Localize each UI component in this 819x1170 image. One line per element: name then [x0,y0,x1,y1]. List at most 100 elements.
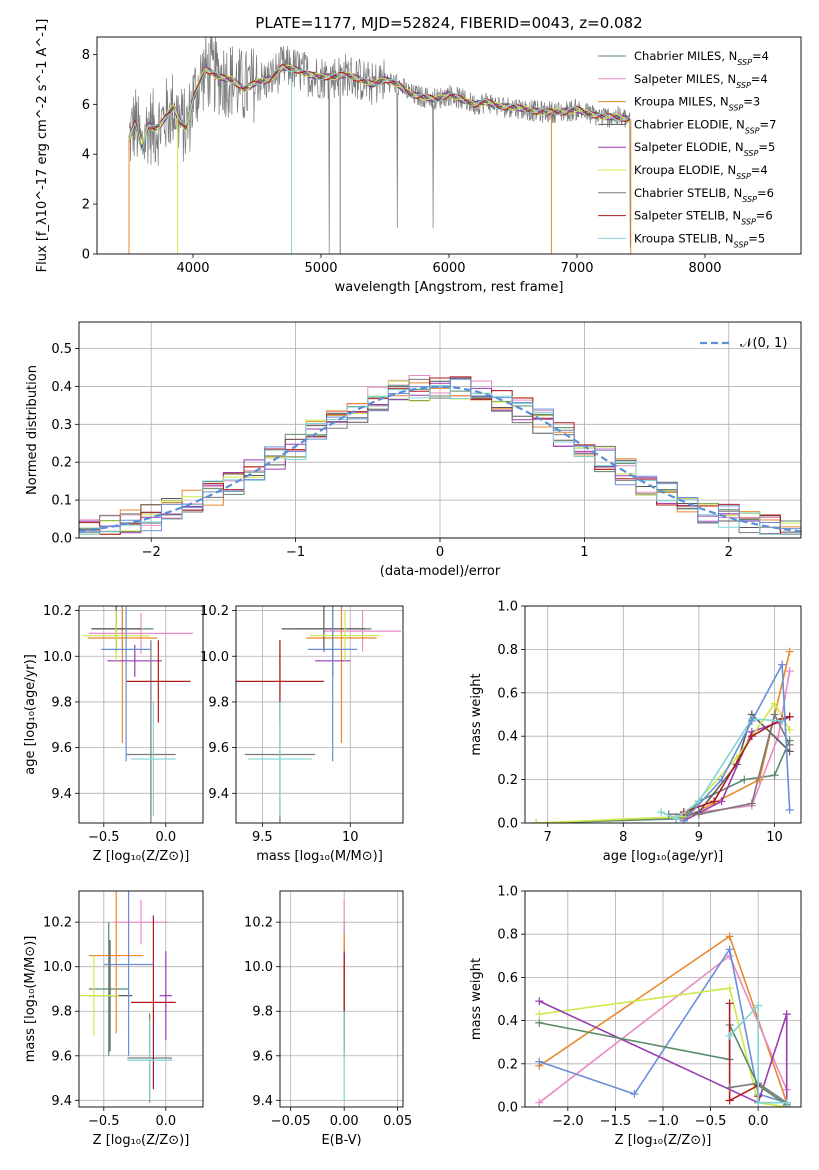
x-tick-label: 2 [725,545,733,560]
x-tick-label: −0.5 [88,1114,120,1129]
error-bar-point [101,606,151,762]
ticks: −0.5 0.0 9.4 9.6 9.8 10.0 10.2 [43,916,176,1129]
y-tick-label: 4 [82,148,90,163]
weight-marker [725,945,734,954]
weight-marker [717,775,726,784]
legend-subscript: SSP [729,103,744,112]
y-tick-label: 9.6 [252,1049,273,1064]
legend-value: =7 [760,117,777,131]
weight-marker [785,805,794,814]
x-axis-label: wavelength [Angstrom, rest frame] [335,280,564,295]
plot-area [82,606,194,823]
y-tick-label: 0.1 [51,494,72,509]
x-tick-label: 7 [544,830,552,845]
error-bar-point [88,891,144,1034]
legend-label: Chabrier MILES, NSSP=4 [634,49,769,67]
y-tick-label: 10.2 [43,916,72,931]
weight-marker [725,999,734,1008]
error-bar-point [131,701,176,817]
weight-marker [747,732,756,741]
y-tick-label: 0.8 [497,643,518,658]
axes-frame [78,890,204,1108]
weight-marker [782,1098,791,1107]
axes-frame [235,605,404,824]
error-bar-point [308,606,358,762]
weight-marker [694,810,703,819]
weight-series-line [539,987,787,1107]
x-tick-label: −1.5 [600,1114,632,1129]
x-axis-label: age [log₁₀(age/yr)] [603,849,724,864]
y-tick-label: 10.0 [43,650,72,665]
legend-subscript: SSP [744,149,759,158]
error-bar-point [309,610,381,661]
weight-marker [672,814,681,823]
x-axis-label: Z [log₁₀(Z/Z⊙)] [615,1133,712,1148]
weight-marker [657,808,666,817]
x-tick-label: 0.00 [330,1114,359,1129]
weight-marker [725,984,734,993]
y-tick-label: 0.0 [497,817,518,832]
y-axis-label: Normed distribution [25,365,40,495]
y-tick-label: 1.0 [497,600,518,615]
x-tick-label: 0 [436,545,444,560]
weight-marker [785,725,794,734]
error-bar-point [127,1020,172,1101]
weight-marker [725,1031,734,1040]
legend-subscript: SSP [736,172,751,181]
y-tick-label: 9.6 [51,741,72,756]
x-tick-label: 0.0 [155,830,176,845]
y-tick-label: 0.4 [497,730,518,745]
x-tick-label: 7000 [560,261,593,276]
ticks: 4000 5000 6000 7000 8000 0 2 4 6 8 [82,48,722,276]
error-bar-point [323,610,402,652]
chart-title: PLATE=1177, MJD=52824, FIBERID=0043, z=0… [255,14,642,32]
legend-value: =3 [743,95,760,109]
legend-value: =6 [757,186,774,200]
axes-frame [279,890,404,1108]
legend-value: =4 [751,163,768,177]
legend-label: Kroupa STELIB, NSSP=5 [634,231,765,249]
y-tick-label: 10.0 [200,650,229,665]
x-tick-label: 0.05 [383,1114,412,1129]
legend-value: =6 [756,209,773,223]
error-bar-point [88,612,194,654]
y-tick-label: 0.3 [51,418,72,433]
y-tick-label: 8 [82,48,90,63]
weight-marker [770,771,779,780]
normal-curve [79,385,801,533]
plot-3: −0.5 0.0 9.4 9.6 9.8 10.0 10.2 Z [log₁₀(Z/Z⊙)] a… [23,604,204,864]
y-tick-label: 2 [82,198,90,213]
y-tick-label: 0.6 [497,686,518,701]
error-bar-point [82,610,150,661]
error-bar-point [79,955,119,1036]
y-axis-label: mass [log₁₀(M/M⊙)] [23,936,38,1063]
weight-marker [785,667,794,676]
legend-label: 𝒩(0, 1) [740,336,787,351]
y-tick-label: 0.0 [51,532,72,547]
weight-series-line [729,1003,787,1104]
x-tick-label: −0.5 [88,830,120,845]
ticks: −2 −1 0 1 2 0.0 0.1 0.2 0.3 0.4 0.5 [51,342,733,560]
error-bar-point [87,606,158,744]
y-tick-label: 10.0 [43,960,72,975]
weight-marker [725,1083,734,1092]
y-axis-label: mass weight [469,958,484,1040]
y-tick-label: 9.4 [51,1094,72,1109]
weight-marker [770,710,779,719]
y-tick-label: 9.8 [252,1005,273,1020]
error-bar-point [248,701,312,817]
grid [236,606,403,823]
y-tick-label: 9.8 [51,695,72,710]
x-tick-label: 10 [342,830,359,845]
weight-marker [630,1090,639,1099]
plot-4: 9.5 10 9.4 9.6 9.8 10.0 10.2 mass [log₁₀(M/M⊙)] [200,604,404,864]
legend-subscript: SSP [742,194,757,203]
y-tick-label: 1.0 [497,885,518,900]
legend-label: Salpeter MILES, NSSP=4 [634,72,768,90]
y-tick-label: 9.6 [208,741,229,756]
ticks: −0.05 0.00 0.05 9.4 9.6 9.8 10.0 10.2 [244,916,412,1129]
plot-1: 4000 5000 6000 7000 8000 0 2 4 6 8 wavelength [Ang… [35,14,802,295]
legend-label: Salpeter STELIB, NSSP=6 [634,209,773,227]
x-tick-label: −0.05 [271,1114,311,1129]
plot-area [128,37,632,254]
